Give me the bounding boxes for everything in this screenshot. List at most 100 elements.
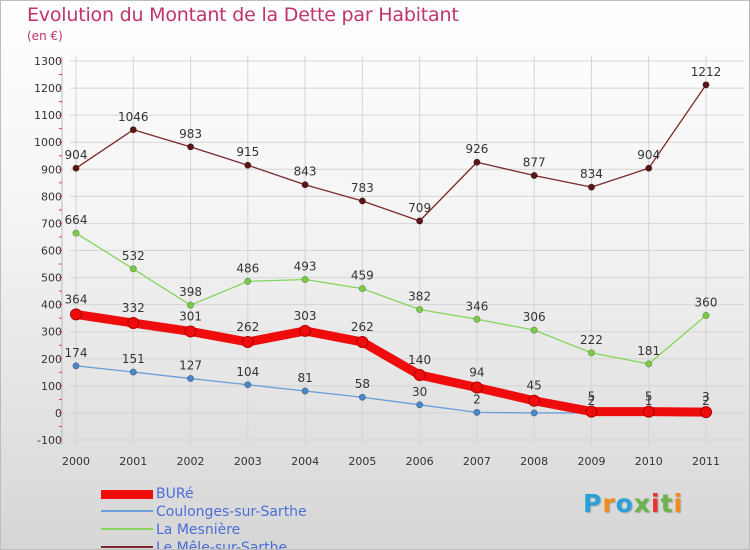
data-label: 459 — [351, 269, 374, 283]
data-label: 493 — [294, 259, 317, 273]
data-point — [129, 368, 137, 376]
data-point — [244, 161, 252, 169]
y-tick-label: 600 — [41, 245, 62, 258]
y-tick-label: 1100 — [34, 109, 62, 122]
data-point — [187, 375, 195, 383]
data-label: 174 — [65, 346, 88, 360]
chart-title: Evolution du Montant de la Dette par Hab… — [27, 4, 459, 26]
data-point — [301, 275, 309, 283]
data-point — [72, 229, 80, 237]
legend-swatch — [101, 546, 153, 548]
data-label: 915 — [236, 145, 259, 159]
data-label: 262 — [236, 320, 259, 334]
data-label: 104 — [236, 365, 259, 379]
y-tick-label: 1200 — [34, 82, 62, 95]
data-point — [358, 285, 366, 293]
data-point — [473, 315, 481, 323]
x-tick-label: 2005 — [348, 455, 376, 468]
data-label: 904 — [637, 148, 660, 162]
legend-label: Coulonges-sur-Sarthe — [156, 504, 307, 520]
data-point — [473, 408, 481, 416]
legend-swatch — [101, 490, 153, 499]
x-tick-label: 2008 — [520, 455, 548, 468]
data-label: 306 — [523, 310, 546, 324]
data-label: 783 — [351, 181, 374, 195]
data-point — [416, 401, 424, 409]
legend-swatch — [101, 510, 153, 512]
data-label: 5 — [645, 390, 653, 404]
data-point — [72, 362, 80, 370]
data-label: 346 — [465, 299, 488, 313]
data-label: 181 — [637, 344, 660, 358]
data-point — [702, 81, 710, 89]
data-point — [413, 369, 426, 382]
data-point — [416, 217, 424, 225]
data-label: 532 — [122, 249, 145, 263]
data-label: 2 — [702, 394, 710, 408]
data-point — [530, 326, 538, 334]
data-label: 709 — [408, 201, 431, 215]
series-line — [71, 309, 711, 417]
data-label: 398 — [179, 285, 202, 299]
y-tick-label: 500 — [41, 272, 62, 285]
x-tick-label: 2001 — [119, 455, 147, 468]
data-point — [301, 181, 309, 189]
data-label: 877 — [523, 156, 546, 170]
data-point — [299, 324, 312, 337]
data-point — [645, 360, 653, 368]
y-tick-label: 900 — [41, 163, 62, 176]
data-point — [356, 336, 369, 349]
logo-letter: t — [660, 489, 674, 518]
data-point — [587, 349, 595, 357]
data-point — [127, 317, 140, 330]
logo-letter: x — [633, 489, 651, 518]
data-label: 151 — [122, 352, 145, 366]
data-label: 904 — [65, 148, 88, 162]
data-point — [585, 405, 598, 418]
data-label: 332 — [122, 301, 145, 315]
data-label: 1212 — [691, 65, 722, 79]
logo-letter: i — [651, 489, 661, 518]
data-label: 926 — [465, 142, 488, 156]
logo-letter: i — [673, 489, 684, 518]
data-label: 382 — [408, 290, 431, 304]
data-point — [530, 409, 538, 417]
y-tick-label: 0 — [55, 407, 62, 420]
data-label: 1 — [645, 394, 653, 408]
data-label: 94 — [469, 365, 484, 379]
data-label: 364 — [65, 292, 88, 306]
logo-letter: P — [583, 489, 603, 518]
data-point — [470, 381, 483, 394]
series-line — [75, 84, 707, 222]
y-tick-label: 1300 — [34, 55, 62, 68]
series-line — [75, 365, 707, 414]
y-tick-label: 800 — [41, 190, 62, 203]
data-point — [70, 308, 82, 321]
legend-label: BURé — [156, 486, 194, 502]
x-tick-label: 2000 — [62, 455, 90, 468]
series-line — [75, 232, 707, 365]
data-point — [416, 306, 424, 314]
data-label: 664 — [65, 213, 88, 227]
y-tick-label: 300 — [41, 326, 62, 339]
data-point — [645, 164, 653, 172]
data-label: 45 — [527, 379, 542, 393]
data-label: 834 — [580, 167, 603, 181]
data-point — [301, 387, 309, 395]
data-label: 983 — [179, 127, 202, 141]
data-point — [187, 301, 195, 309]
y-tick-label: -100 — [37, 434, 62, 447]
logo-letter: o — [615, 489, 634, 518]
data-label: 222 — [580, 333, 603, 347]
x-tick-label: 2002 — [177, 455, 205, 468]
proxiti-logo: Proxiti — [583, 489, 683, 518]
data-label: 58 — [355, 377, 370, 391]
data-label: 303 — [294, 309, 317, 323]
data-point — [184, 325, 197, 338]
x-tick-label: 2009 — [577, 455, 605, 468]
data-point — [702, 311, 710, 319]
data-point — [473, 158, 481, 166]
data-label: 360 — [695, 295, 718, 309]
y-tick-label: 700 — [41, 217, 62, 230]
